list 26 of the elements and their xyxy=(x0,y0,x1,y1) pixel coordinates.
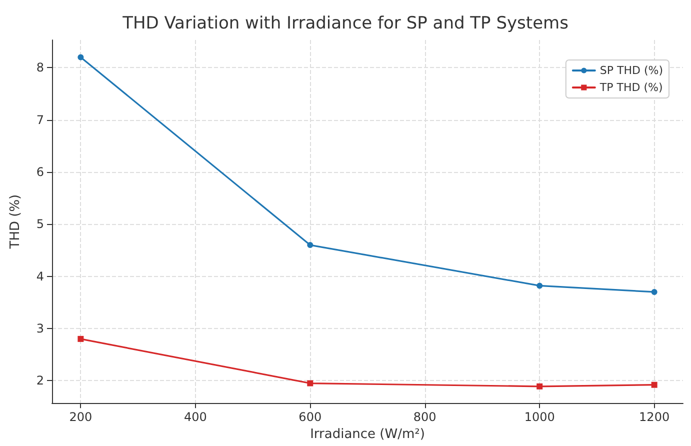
x-tick-label: 400 xyxy=(184,410,207,424)
y-tick-label: 5 xyxy=(36,217,44,232)
point xyxy=(651,382,658,388)
legend-label: TP THD (%) xyxy=(598,81,663,94)
point xyxy=(651,288,658,295)
point xyxy=(307,242,314,248)
x-tick-label: 800 xyxy=(413,410,436,424)
x-tick-label: 600 xyxy=(298,410,322,424)
y-tick-label: 2 xyxy=(36,374,44,388)
y-tick-label: 8 xyxy=(36,60,44,75)
x-tick-label: 1200 xyxy=(639,410,670,424)
point xyxy=(536,282,543,289)
point xyxy=(536,383,543,390)
y-axis-title: THD (%) xyxy=(8,194,23,250)
x-tick-label: 200 xyxy=(69,410,92,424)
legend-label: SP THD (%) xyxy=(600,64,664,77)
x-axis-title: Irradiance (W/m²) xyxy=(310,427,425,442)
chart-title: THD Variation with Irradiance for SP and TP Systems xyxy=(122,14,569,34)
point xyxy=(307,380,314,386)
point xyxy=(78,54,84,60)
y-tick-label: 6 xyxy=(36,164,44,179)
y-tick-label: 7 xyxy=(36,112,44,127)
y-tick-label: 3 xyxy=(36,322,44,336)
y-tick-label: 4 xyxy=(36,269,44,284)
x-tick-label: 1000 xyxy=(524,410,555,424)
point xyxy=(78,336,84,342)
